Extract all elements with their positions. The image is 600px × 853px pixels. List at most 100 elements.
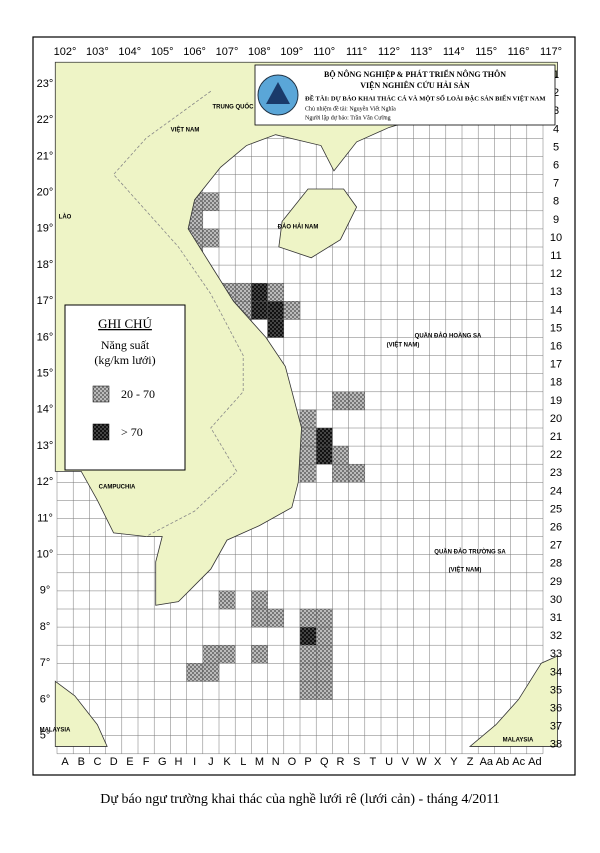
column-label: K [223,756,231,768]
cell [267,608,285,628]
cell [332,464,349,483]
row-label: 28 [550,558,562,570]
header-line: VIỆN NGHIÊN CỨU HẢI SẢN [360,80,470,90]
cell [251,283,268,302]
row-label: 20 [550,413,562,425]
cell [348,464,366,483]
column-label: J [208,756,214,768]
row-label: 11 [550,250,561,262]
place-label: CAMPUCHIA [99,485,136,491]
column-label: C [94,756,102,768]
row-label: 14 [550,304,562,316]
column-label: I [193,756,196,768]
legend-swatch [92,385,110,403]
legend-box [64,304,186,471]
longitude-label: 110° [313,46,335,58]
place-label: ĐẢO HẢI NAM [278,224,319,231]
column-label: U [385,756,393,768]
row-label: 23 [550,467,562,479]
column-label: W [416,756,427,768]
row-label: 12 [550,268,562,280]
column-label: X [434,756,442,768]
row-label: 13 [550,286,562,298]
row-label: 7 [553,178,559,190]
row-label: 3 [553,105,559,117]
latitude-label: 23° [37,78,54,90]
column-label: V [402,756,410,768]
longitude-label: 105° [151,46,174,58]
legend-title: GHI CHÚ [98,316,152,331]
latitude-label: 17° [37,295,54,307]
place-label: QUẦN ĐẢO TRƯỜNG SA [434,548,506,556]
cell [299,445,317,465]
row-label: 32 [550,630,562,642]
cell [316,663,333,682]
latitude-label: 7° [40,657,51,669]
cell [332,445,349,465]
row-label: 8 [553,196,559,208]
cell [299,427,317,447]
logo-icon [266,82,290,104]
longitude-label: 106° [183,46,206,58]
column-label: R [337,756,345,768]
longitude-label: 109° [280,46,303,58]
header-box [254,64,556,126]
latitude-label: 19° [37,223,54,235]
row-label: 38 [550,739,562,751]
row-label: 24 [550,485,562,497]
header-line: Người lập dự báo: Trần Văn Cường [305,114,391,121]
cell [218,590,236,610]
row-label: 16 [550,340,562,352]
row-label: 4 [553,123,559,135]
latitude-label: 22° [37,114,54,126]
cell [316,626,333,646]
column-label: F [143,756,150,768]
latitude-label: 21° [37,150,54,162]
column-label: Ab [496,756,509,768]
latitude-label: 8° [40,621,51,633]
axis-labels: 102° 103° 104° 105° 106° 107° 108° 109° 110° 111°… [37,46,562,768]
row-label: 18 [550,377,562,389]
cell [202,645,220,664]
cell [251,590,268,610]
longitude-label: 104° [118,46,141,58]
cell [267,283,285,302]
row-label: 17 [550,359,562,371]
row-label: 22 [550,449,562,461]
place-label: MALAYSIA [503,738,534,744]
place-label: QUẦN ĐẢO HOÀNG SA [415,333,482,340]
column-label: G [158,756,167,768]
longitude-label: 115° [475,46,497,58]
longitude-label: 107° [216,46,239,58]
column-label: B [78,756,85,768]
row-label: 36 [550,702,562,714]
latitude-label: 10° [37,549,54,561]
row-label: 9 [553,214,559,226]
place-label: (VIỆT NAM) [449,566,482,574]
column-label: O [288,756,297,768]
cell [299,663,317,682]
column-label: N [272,756,280,768]
borneo [468,655,558,747]
row-label: 30 [550,594,562,606]
cell [332,391,349,411]
cell [186,663,204,682]
cell [316,681,333,700]
legend-swatch [92,423,110,441]
row-label: 5 [553,141,559,153]
cell [316,645,333,664]
legend-subtitle: Năng suất [101,338,150,352]
latitude-label: 14° [37,404,54,416]
cell [299,464,317,483]
row-label: 27 [550,540,562,552]
header-line: ĐỀ TÀI: DỰ BÁO KHAI THÁC CÁ VÀ MỘT SỐ LO… [305,94,545,102]
cell [299,645,317,664]
header-line: Chủ nhiệm đề tài: Nguyễn Viết Nghĩa [305,105,396,112]
row-label: 34 [550,666,562,678]
cell [267,301,285,320]
row-label: 26 [550,521,562,533]
longitude-label: 112° [378,46,400,58]
column-label: L [240,756,246,768]
